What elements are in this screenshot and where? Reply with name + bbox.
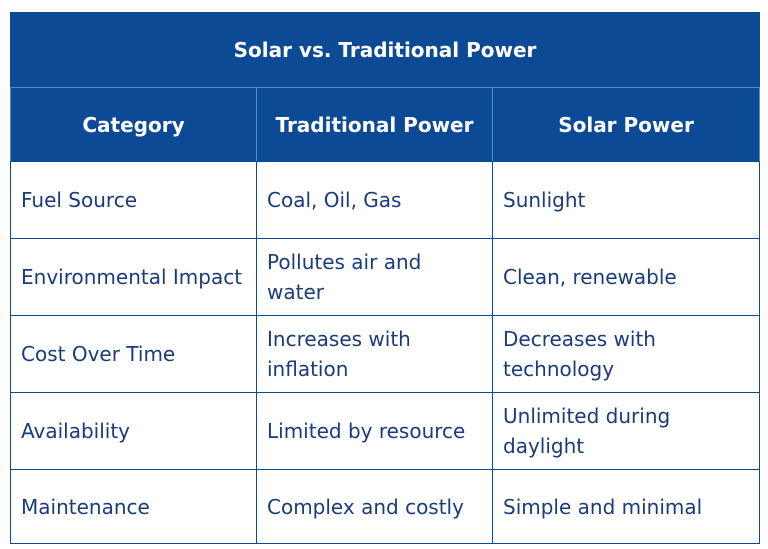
traditional-cell: Increases with inflation	[256, 315, 493, 393]
solar-cell: Unlimited during daylight	[492, 392, 760, 470]
traditional-cell: Complex and costly	[256, 469, 493, 544]
table-row: Maintenance Complex and costly Simple an…	[10, 469, 760, 544]
comparison-table: Solar vs. Traditional Power Category Tra…	[10, 12, 760, 544]
column-header-traditional-power: Traditional Power	[256, 87, 493, 162]
traditional-cell: Pollutes air and water	[256, 238, 493, 316]
category-cell: Fuel Source	[10, 161, 257, 239]
solar-cell: Clean, renewable	[492, 238, 760, 316]
solar-cell: Simple and minimal	[492, 469, 760, 544]
traditional-cell: Coal, Oil, Gas	[256, 161, 493, 239]
category-cell: Cost Over Time	[10, 315, 257, 393]
category-cell: Environmental Impact	[10, 238, 257, 316]
title-row: Solar vs. Traditional Power	[10, 12, 760, 88]
column-header-category: Category	[10, 87, 257, 162]
solar-cell: Sunlight	[492, 161, 760, 239]
header-row: Category Traditional Power Solar Power	[10, 87, 760, 162]
table-row: Environmental Impact Pollutes air and wa…	[10, 238, 760, 316]
traditional-cell: Limited by resource	[256, 392, 493, 470]
category-cell: Availability	[10, 392, 257, 470]
category-cell: Maintenance	[10, 469, 257, 544]
table-row: Cost Over Time Increases with inflation …	[10, 315, 760, 393]
table-title: Solar vs. Traditional Power	[10, 12, 760, 88]
column-header-solar-power: Solar Power	[492, 87, 760, 162]
table-row: Availability Limited by resource Unlimit…	[10, 392, 760, 470]
table-row: Fuel Source Coal, Oil, Gas Sunlight	[10, 161, 760, 239]
solar-cell: Decreases with technology	[492, 315, 760, 393]
